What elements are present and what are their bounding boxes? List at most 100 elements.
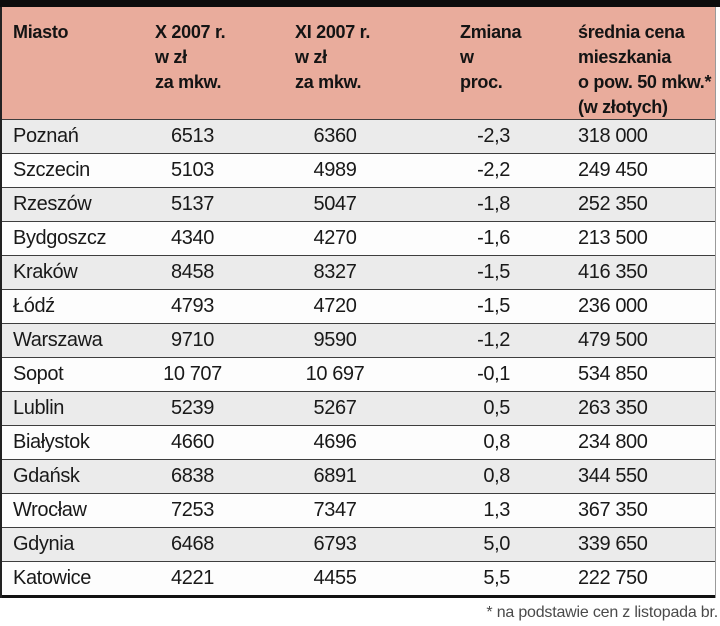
cell-nov-price: 4455 bbox=[313, 567, 357, 589]
cell-avg-price: 222 750 bbox=[578, 567, 648, 589]
header-line: (w złotych) bbox=[578, 97, 668, 117]
table-row: Poznań 6513 6360 -2,3 318 000 bbox=[2, 119, 715, 153]
cell-oct-price: 10 707 bbox=[163, 363, 222, 385]
cell-nov-price: 7347 bbox=[313, 499, 357, 521]
table-row: Lublin 5239 5267 0,5 263 350 bbox=[2, 391, 715, 425]
cell-nov-price: 6793 bbox=[313, 533, 357, 555]
cell-city: Kraków bbox=[13, 261, 78, 283]
cell-nov-price: 5267 bbox=[313, 397, 357, 419]
cell-avg-price: 263 350 bbox=[578, 397, 648, 419]
cell-nov-price: 6360 bbox=[313, 125, 357, 147]
cell-oct-price: 4340 bbox=[171, 227, 214, 249]
header-line: w proc. bbox=[460, 47, 503, 92]
cell-city: Gdańsk bbox=[13, 465, 80, 487]
cell-nov-price: 4720 bbox=[313, 295, 357, 317]
cell-oct-price: 4793 bbox=[171, 295, 214, 317]
cell-city: Poznań bbox=[13, 125, 79, 147]
header-line: za mkw. bbox=[295, 72, 362, 92]
cell-change-pct: 0,8 bbox=[483, 431, 510, 453]
cell-nov-price: 4696 bbox=[313, 431, 357, 453]
cell-city: Sopot bbox=[13, 363, 64, 385]
cell-city: Białystok bbox=[13, 431, 90, 453]
cell-avg-price: 234 800 bbox=[578, 431, 648, 453]
cell-avg-price: 252 350 bbox=[578, 193, 648, 215]
cell-nov-price: 4989 bbox=[313, 159, 357, 181]
cell-change-pct: 5,5 bbox=[483, 567, 510, 589]
cell-city: Gdynia bbox=[13, 533, 74, 555]
cell-nov-price: 6891 bbox=[313, 465, 357, 487]
cell-change-pct: 1,3 bbox=[483, 499, 510, 521]
cell-city: Warszawa bbox=[13, 329, 103, 351]
cell-city: Katowice bbox=[13, 567, 91, 589]
cell-avg-price: 416 350 bbox=[578, 261, 648, 283]
cell-avg-price: 534 850 bbox=[578, 363, 648, 385]
table-row: Warszawa 9710 9590 -1,2 479 500 bbox=[2, 323, 715, 357]
cell-oct-price: 4221 bbox=[171, 567, 214, 589]
table-row: Kraków 8458 8327 -1,5 416 350 bbox=[2, 255, 715, 289]
cell-change-pct: 0,8 bbox=[483, 465, 510, 487]
table-row: Gdynia 6468 6793 5,0 339 650 bbox=[2, 527, 715, 561]
header-city: Miasto bbox=[2, 7, 130, 120]
table-row: Rzeszów 5137 5047 -1,8 252 350 bbox=[2, 187, 715, 221]
cell-change-pct: -2,2 bbox=[477, 159, 510, 181]
top-border-bar bbox=[0, 0, 720, 7]
cell-city: Wrocław bbox=[13, 499, 87, 521]
table-row: Łódź 4793 4720 -1,5 236 000 bbox=[2, 289, 715, 323]
cell-avg-price: 344 550 bbox=[578, 465, 648, 487]
footnote: * na podstawie cen z listopada br. bbox=[486, 604, 718, 621]
table-row: Bydgoszcz 4340 4270 -1,6 213 500 bbox=[2, 221, 715, 255]
cell-oct-price: 9710 bbox=[171, 329, 214, 351]
cell-city: Bydgoszcz bbox=[13, 227, 107, 249]
header-line: Miasto bbox=[13, 22, 69, 42]
cell-oct-price: 5137 bbox=[171, 193, 214, 215]
bottom-border-rule bbox=[2, 595, 715, 598]
cell-avg-price: 236 000 bbox=[578, 295, 648, 317]
table-row: Katowice 4221 4455 5,5 222 750 bbox=[2, 561, 715, 595]
cell-change-pct: -1,5 bbox=[477, 295, 510, 317]
cell-nov-price: 4270 bbox=[313, 227, 357, 249]
cell-avg-price: 479 500 bbox=[578, 329, 648, 351]
table-body: Poznań 6513 6360 -2,3 318 000 Szczecin 5… bbox=[2, 119, 715, 595]
header-avg-price: średnia cena mieszkania o pow. 50 mkw.* … bbox=[510, 7, 715, 120]
cell-change-pct: -1,6 bbox=[477, 227, 510, 249]
cell-oct-price: 5239 bbox=[171, 397, 214, 419]
header-line: XI 2007 r. bbox=[295, 22, 371, 42]
cell-nov-price: 9590 bbox=[313, 329, 357, 351]
cell-nov-price: 8327 bbox=[313, 261, 357, 283]
header-line: o pow. 50 mkw.* bbox=[578, 72, 712, 92]
price-table: Miasto X 2007 r. w zł za mkw. XI 2007 r.… bbox=[0, 7, 716, 598]
header-line: mieszkania bbox=[578, 47, 672, 67]
table-row: Białystok 4660 4696 0,8 234 800 bbox=[2, 425, 715, 459]
cell-city: Lublin bbox=[13, 397, 64, 419]
cell-change-pct: -1,2 bbox=[477, 329, 510, 351]
header-line: X 2007 r. bbox=[155, 22, 226, 42]
header-line: w zł bbox=[295, 47, 327, 67]
cell-city: Rzeszów bbox=[13, 193, 92, 215]
cell-change-pct: -1,5 bbox=[477, 261, 510, 283]
cell-oct-price: 6838 bbox=[171, 465, 214, 487]
cell-avg-price: 318 000 bbox=[578, 125, 648, 147]
cell-change-pct: 0,5 bbox=[483, 397, 510, 419]
cell-oct-price: 6513 bbox=[171, 125, 214, 147]
cell-avg-price: 213 500 bbox=[578, 227, 648, 249]
cell-change-pct: -0,1 bbox=[477, 363, 510, 385]
cell-oct-price: 5103 bbox=[171, 159, 214, 181]
header-line: w zł bbox=[155, 47, 187, 67]
cell-avg-price: 249 450 bbox=[578, 159, 648, 181]
cell-change-pct: -1,8 bbox=[477, 193, 510, 215]
cell-change-pct: 5,0 bbox=[483, 533, 510, 555]
cell-city: Szczecin bbox=[13, 159, 90, 181]
cell-avg-price: 339 650 bbox=[578, 533, 648, 555]
table-row: Szczecin 5103 4989 -2,2 249 450 bbox=[2, 153, 715, 187]
cell-nov-price: 5047 bbox=[313, 193, 357, 215]
table-row: Sopot 10 707 10 697 -0,1 534 850 bbox=[2, 357, 715, 391]
cell-oct-price: 4660 bbox=[171, 431, 214, 453]
cell-oct-price: 7253 bbox=[171, 499, 214, 521]
cell-avg-price: 367 350 bbox=[578, 499, 648, 521]
cell-city: Łódź bbox=[13, 295, 55, 317]
table-header: Miasto X 2007 r. w zł za mkw. XI 2007 r.… bbox=[2, 7, 715, 119]
header-line: Zmiana bbox=[460, 22, 522, 42]
cell-nov-price: 10 697 bbox=[305, 363, 365, 385]
header-line: średnia cena bbox=[578, 22, 685, 42]
